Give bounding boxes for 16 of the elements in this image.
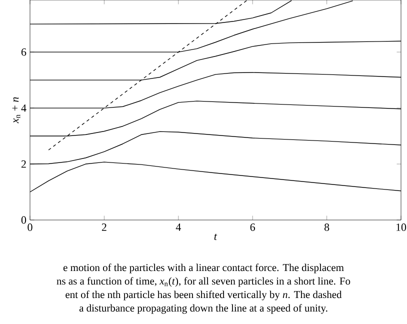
- x-tick-label: 10: [396, 224, 406, 231]
- y-tick-label: 2: [21, 160, 26, 168]
- x-tick-label: 0: [28, 224, 32, 231]
- x-tick-label: 8: [324, 224, 330, 231]
- x-tick-label: 2: [102, 224, 106, 231]
- x-axis-title: t: [214, 234, 218, 240]
- x-tick-label: 4: [176, 224, 181, 231]
- y-tick-label: 6: [21, 48, 26, 56]
- text: e motion of the particles with a linear contact force. The displacem: [63, 264, 344, 274]
- y-tick-label: 0: [21, 216, 26, 224]
- x-tick-label: 6: [250, 224, 256, 231]
- y-tick-label: 4: [21, 104, 26, 112]
- text: ent of the nth particle has been shifted vertically by n. The dashed: [66, 290, 342, 300]
- text: ns as a function of time, x$_{n}$(t), for all seven particles in a short line. Fo: [56, 277, 350, 287]
- y-axis-title: x$_{n}$ + n: [12, 97, 20, 124]
- text: a disturbance propagating down the line at a speed of unity.: [79, 304, 328, 314]
